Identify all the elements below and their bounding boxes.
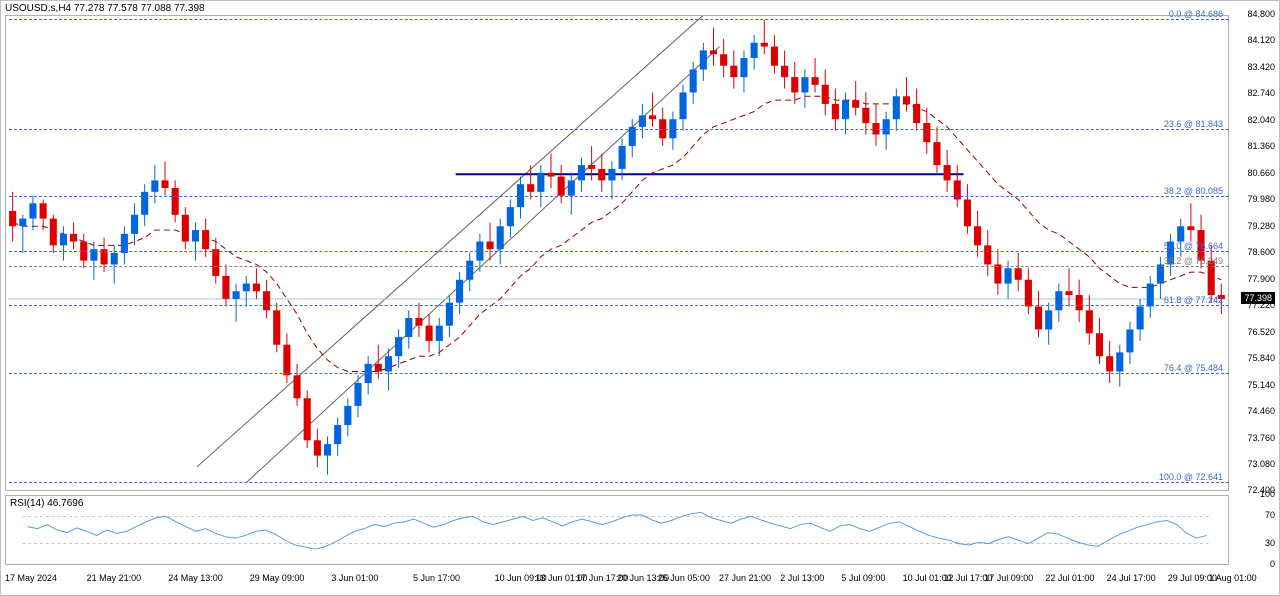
rsi-y-axis: 03070100 (1227, 495, 1275, 565)
y-tick: 80.660 (1227, 168, 1275, 178)
x-tick: 1 Aug 01:00 (1209, 573, 1257, 583)
y-tick: 84.120 (1227, 35, 1275, 45)
x-tick: 21 May 21:00 (87, 573, 142, 583)
y-tick: 75.140 (1227, 380, 1275, 390)
current-price-tag: 77.398 (1241, 292, 1275, 304)
x-tick: 17 May 2024 (5, 573, 57, 583)
y-tick: 81.360 (1227, 141, 1275, 151)
x-tick: 22 Jul 01:00 (1045, 573, 1094, 583)
y-tick: 82.040 (1227, 115, 1275, 125)
rsi-label: RSI(14) 46.7696 (10, 498, 83, 509)
y-tick: 78.600 (1227, 247, 1275, 257)
y-tick: 74.460 (1227, 406, 1275, 416)
fib-label: 38.2 @ 80.085 (1164, 186, 1223, 196)
x-tick: 5 Jul 09:00 (841, 573, 885, 583)
x-tick: 24 Jul 17:00 (1107, 573, 1156, 583)
y-tick: 83.420 (1227, 62, 1275, 72)
fib-label: 23.6 @ 81.843 (1164, 119, 1223, 129)
x-tick: 24 May 13:00 (168, 573, 223, 583)
fib-label: 61.8 @ 77.242 (1164, 295, 1223, 305)
chart-title: USOUSD.s,H4 77.278 77.578 77.088 77.398 (5, 3, 205, 14)
y-tick: 79.980 (1227, 194, 1275, 204)
x-tick: 27 Jun 21:00 (719, 573, 771, 583)
x-tick: 17 Jul 09:00 (984, 573, 1033, 583)
rsi-y-tick: 0 (1227, 559, 1275, 569)
x-tick: 29 May 09:00 (250, 573, 305, 583)
y-tick: 76.520 (1227, 327, 1275, 337)
x-tick: 2 Jul 13:00 (780, 573, 824, 583)
x-axis: 17 May 2024 21 May 21:00 24 May 13:00 29 Ma… (5, 573, 1229, 587)
rsi-panel[interactable]: RSI(14) 46.7696 (5, 495, 1229, 565)
x-tick: 5 Jun 17:00 (413, 573, 460, 583)
y-axis: 84.80084.12083.42082.74082.04081.36080.6… (1227, 15, 1275, 491)
y-tick: 75.840 (1227, 353, 1275, 363)
rsi-y-tick: 30 (1227, 538, 1275, 548)
fib-label: 38.2 @ 78.249 (1164, 256, 1223, 266)
fib-label: 76.4 @ 75.484 (1164, 363, 1223, 373)
fib-label: 0.0 @ 84.686 (1169, 9, 1223, 19)
chart-container: USOUSD.s,H4 77.278 77.578 77.088 77.398 … (0, 0, 1280, 596)
rsi-y-tick: 70 (1227, 510, 1275, 520)
fib-label: 100.0 @ 72.641 (1159, 472, 1223, 482)
x-tick: 3 Jun 01:00 (331, 573, 378, 583)
y-tick: 79.280 (1227, 221, 1275, 231)
y-tick: 73.760 (1227, 433, 1275, 443)
y-tick: 82.740 (1227, 88, 1275, 98)
rsi-y-tick: 100 (1227, 489, 1275, 499)
y-tick: 84.800 (1227, 9, 1275, 19)
fib-label: 50.0 @ 78.664 (1164, 241, 1223, 251)
y-tick: 77.900 (1227, 274, 1275, 284)
x-tick: 25 Jun 05:00 (658, 573, 710, 583)
y-tick: 73.080 (1227, 459, 1275, 469)
main-chart[interactable] (5, 15, 1229, 491)
